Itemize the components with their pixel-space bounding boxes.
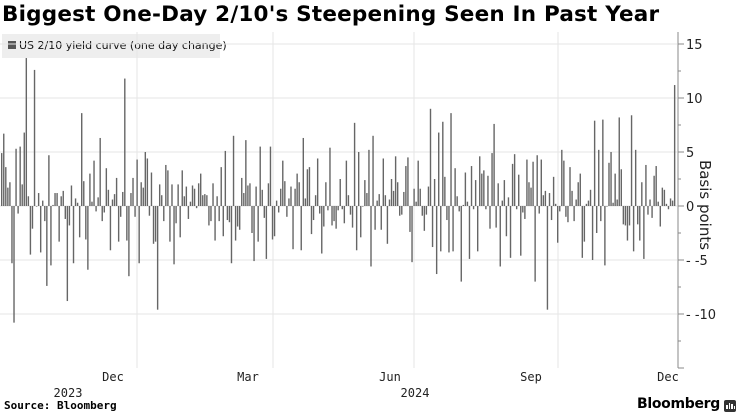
svg-text:0: 0 xyxy=(686,200,694,215)
bloomberg-logo-icon xyxy=(724,400,736,412)
svg-text:Dec: Dec xyxy=(657,370,679,384)
legend: US 2/10 yield curve (one day change) xyxy=(2,34,227,58)
svg-text:- -5: - -5 xyxy=(686,254,708,269)
svg-text:10: 10 xyxy=(686,92,703,107)
source-note: Source: Bloomberg xyxy=(4,399,117,412)
brand-logo: Bloomberg xyxy=(636,396,720,412)
chart-title: Biggest One-Day 2/10's Steepening Seen I… xyxy=(2,2,660,27)
bars xyxy=(1,58,676,323)
svg-text:- -10: - -10 xyxy=(686,308,716,323)
legend-label: US 2/10 yield curve (one day change) xyxy=(19,39,227,52)
svg-text:2023: 2023 xyxy=(54,386,83,400)
svg-text:5: 5 xyxy=(686,146,694,161)
svg-text:Mar: Mar xyxy=(237,370,259,384)
svg-text:Basis points: Basis points xyxy=(696,160,714,250)
legend-swatch-icon xyxy=(8,41,16,49)
svg-text:Sep: Sep xyxy=(520,370,542,384)
y-axis: 15 10 5 0 - -5 - -10 Basis points xyxy=(677,32,716,369)
svg-text:2024: 2024 xyxy=(401,386,430,400)
svg-text:Jun: Jun xyxy=(379,370,401,384)
svg-text:15: 15 xyxy=(686,38,703,53)
x-axis: Dec Mar Jun Sep Dec 2023 2024 xyxy=(54,370,679,400)
svg-text:Dec: Dec xyxy=(102,370,124,384)
gridlines xyxy=(0,32,677,368)
